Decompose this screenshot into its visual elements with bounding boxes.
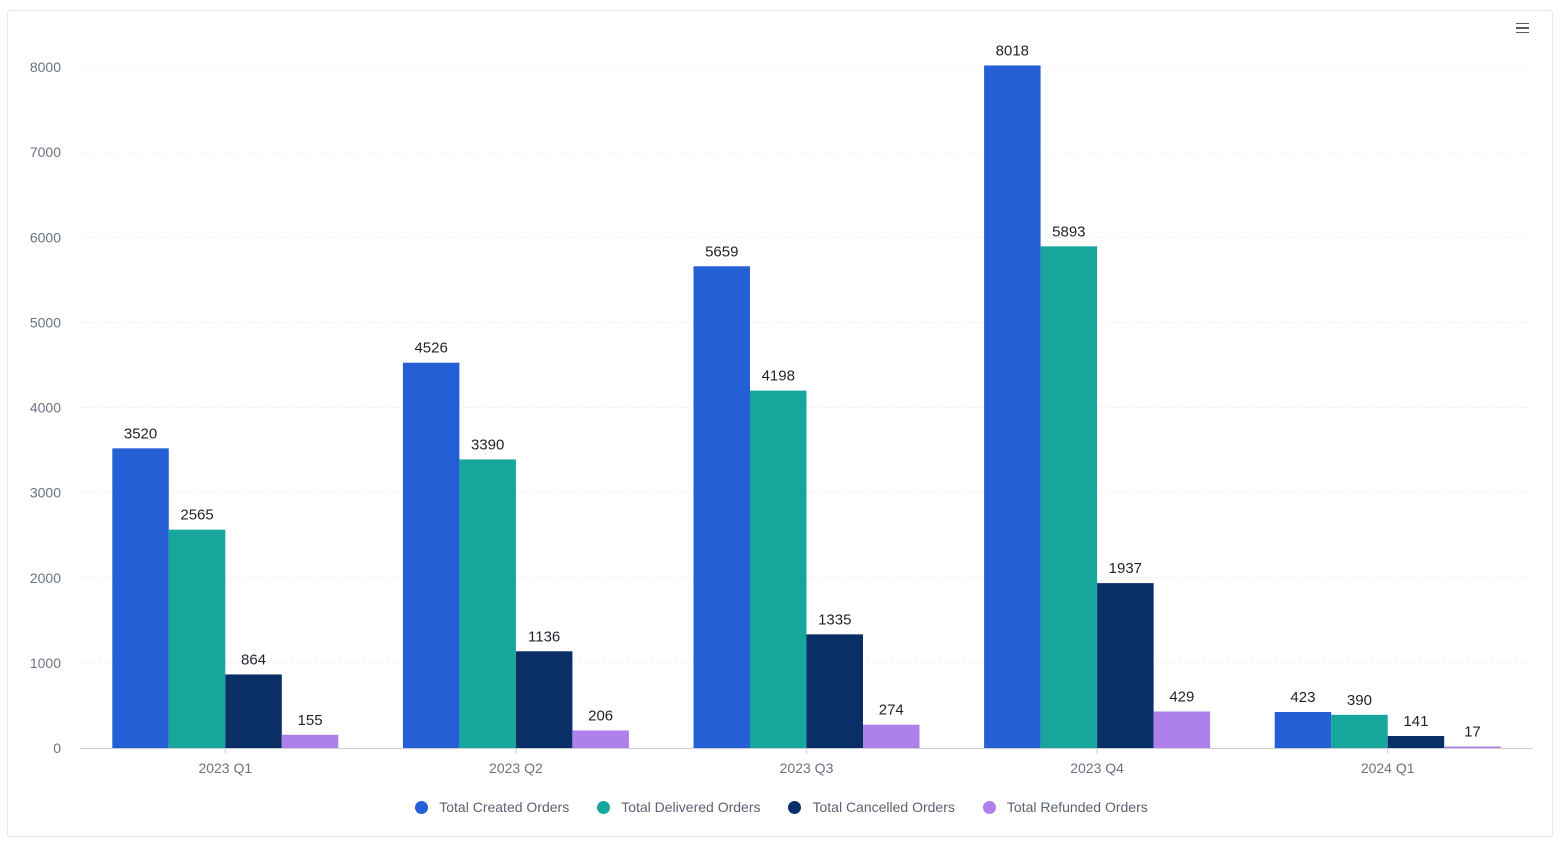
y-tick-label: 5000 — [30, 314, 61, 330]
y-tick-label: 6000 — [30, 229, 61, 245]
data-label: 8018 — [996, 42, 1029, 59]
bar[interactable] — [1040, 246, 1098, 748]
data-label: 5659 — [705, 243, 738, 260]
y-tick-label: 3000 — [30, 485, 61, 501]
legend-label: Total Created Orders — [439, 799, 570, 815]
x-tick-label: 2024 Q1 — [1361, 760, 1415, 776]
data-label: 274 — [879, 702, 904, 719]
y-tick-label: 1000 — [30, 655, 61, 671]
chart-menu-button[interactable] — [1509, 16, 1535, 40]
y-axis: 0 1000 2000 3000 4000 5000 6000 7000 8000 — [30, 59, 61, 756]
legend-marker — [415, 800, 429, 814]
chart-legend: Total Created Orders Total Delivered Orde… — [0, 799, 1563, 815]
bar[interactable] — [1274, 711, 1332, 748]
bar[interactable] — [225, 674, 282, 748]
bar[interactable] — [459, 459, 516, 748]
x-tick-label: 2023 Q2 — [489, 760, 543, 776]
data-label: 206 — [588, 707, 613, 724]
x-tick-label: 2023 Q4 — [1070, 760, 1124, 776]
data-label: 141 — [1403, 713, 1428, 730]
data-label: 423 — [1290, 689, 1315, 706]
data-label: 864 — [241, 651, 266, 668]
data-labels: 3520 2565 864 155 4526 3390 1136 206 5659 4198 133… — [124, 42, 1481, 740]
legend-marker — [982, 800, 996, 814]
legend-item[interactable]: Total Cancelled Orders — [788, 799, 955, 815]
x-tick-label: 2023 Q1 — [198, 760, 252, 776]
bar[interactable] — [1444, 746, 1501, 748]
bar[interactable] — [1153, 711, 1211, 748]
data-label: 3520 — [124, 425, 157, 442]
legend-label: Total Delivered Orders — [621, 799, 761, 815]
bar[interactable] — [806, 634, 864, 748]
y-tick-label: 7000 — [30, 144, 61, 160]
data-label: 1335 — [818, 611, 851, 628]
bar[interactable] — [112, 448, 169, 748]
bar[interactable] — [984, 65, 1041, 748]
y-tick-label: 0 — [53, 740, 61, 756]
x-axis: 2023 Q1 2023 Q2 2023 Q3 2023 Q4 2024 Q1 — [198, 748, 1415, 776]
x-tick-label: 2023 Q3 — [780, 760, 834, 776]
data-label: 17 — [1464, 724, 1481, 741]
legend-item[interactable]: Total Created Orders — [415, 799, 569, 815]
bar[interactable] — [402, 362, 460, 748]
y-tick-label: 4000 — [30, 400, 61, 416]
legend-marker — [788, 800, 802, 814]
legend-label: Total Refunded Orders — [1006, 799, 1148, 815]
bar[interactable] — [693, 266, 751, 748]
data-label: 429 — [1169, 688, 1194, 705]
bar[interactable] — [572, 730, 629, 748]
bar[interactable] — [1387, 735, 1445, 748]
bar-chart: 0 1000 2000 3000 4000 5000 6000 7000 8000 3520 256… — [30, 42, 1533, 776]
data-label: 1136 — [528, 628, 560, 645]
y-tick-label: 8000 — [30, 59, 61, 75]
legend-label: Total Cancelled Orders — [812, 799, 955, 815]
data-label: 2565 — [180, 507, 213, 524]
bar[interactable] — [863, 724, 920, 748]
data-label: 5893 — [1052, 223, 1085, 240]
data-label: 4526 — [414, 340, 447, 357]
bar[interactable] — [1097, 583, 1154, 748]
bar[interactable] — [515, 651, 573, 748]
data-label: 390 — [1347, 692, 1372, 709]
legend-item[interactable]: Total Refunded Orders — [982, 799, 1148, 815]
bar[interactable] — [750, 390, 807, 748]
legend-item[interactable]: Total Delivered Orders — [597, 799, 760, 815]
bar[interactable] — [1331, 714, 1388, 748]
bars — [112, 65, 1501, 748]
data-label: 155 — [298, 712, 323, 729]
data-label: 4198 — [762, 368, 795, 385]
bar[interactable] — [168, 529, 226, 748]
data-label: 1937 — [1109, 560, 1142, 577]
bar[interactable] — [281, 734, 339, 748]
data-label: 3390 — [471, 436, 504, 453]
y-tick-label: 2000 — [30, 570, 61, 586]
legend-marker — [597, 800, 611, 814]
hamburger-menu-icon — [1515, 22, 1529, 34]
